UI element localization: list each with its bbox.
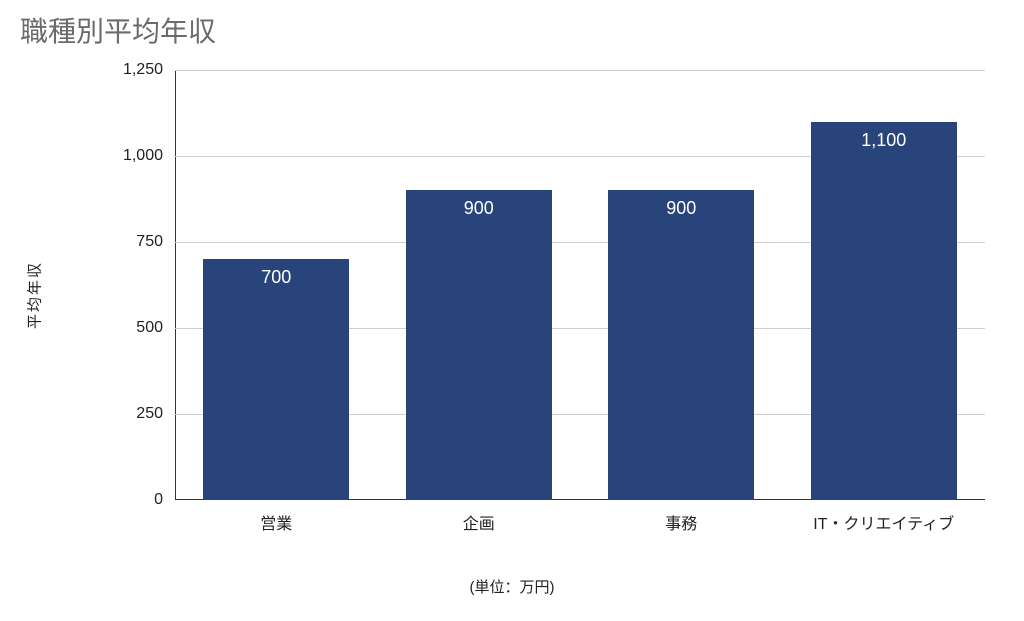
y-tick-label: 250 <box>136 405 163 423</box>
chart-title: 職種別平均年収 <box>20 10 216 50</box>
x-tick-label: IT・クリエイティブ <box>681 510 1024 534</box>
y-tick-label: 1,000 <box>123 147 163 165</box>
y-axis-label: 平均年収 <box>24 261 45 329</box>
bar: 900 <box>406 190 552 500</box>
bars-group: 700営業900企画900事務1,100IT・クリエイティブ <box>175 70 985 500</box>
y-tick-label: 500 <box>136 319 163 337</box>
bar-value-label: 900 <box>608 198 754 219</box>
bar-slot: 700営業 <box>175 70 378 500</box>
bar: 1,100 <box>811 122 957 500</box>
x-axis-subtitle: (単位：万円) <box>0 576 1024 597</box>
bar-value-label: 700 <box>203 267 349 288</box>
bar-slot: 1,100IT・クリエイティブ <box>783 70 986 500</box>
y-tick-label: 750 <box>136 233 163 251</box>
bar: 700 <box>203 259 349 500</box>
y-tick-label: 0 <box>154 491 163 509</box>
bar: 900 <box>608 190 754 500</box>
bar-value-label: 900 <box>406 198 552 219</box>
plot-area: 02505007501,0001,250700営業900企画900事務1,100… <box>175 70 985 500</box>
y-tick-label: 1,250 <box>123 61 163 79</box>
bar-slot: 900企画 <box>378 70 581 500</box>
chart-container: 職種別平均年収 平均年収 02505007501,0001,250700営業90… <box>0 0 1024 621</box>
bar-value-label: 1,100 <box>811 130 957 151</box>
bar-slot: 900事務 <box>580 70 783 500</box>
